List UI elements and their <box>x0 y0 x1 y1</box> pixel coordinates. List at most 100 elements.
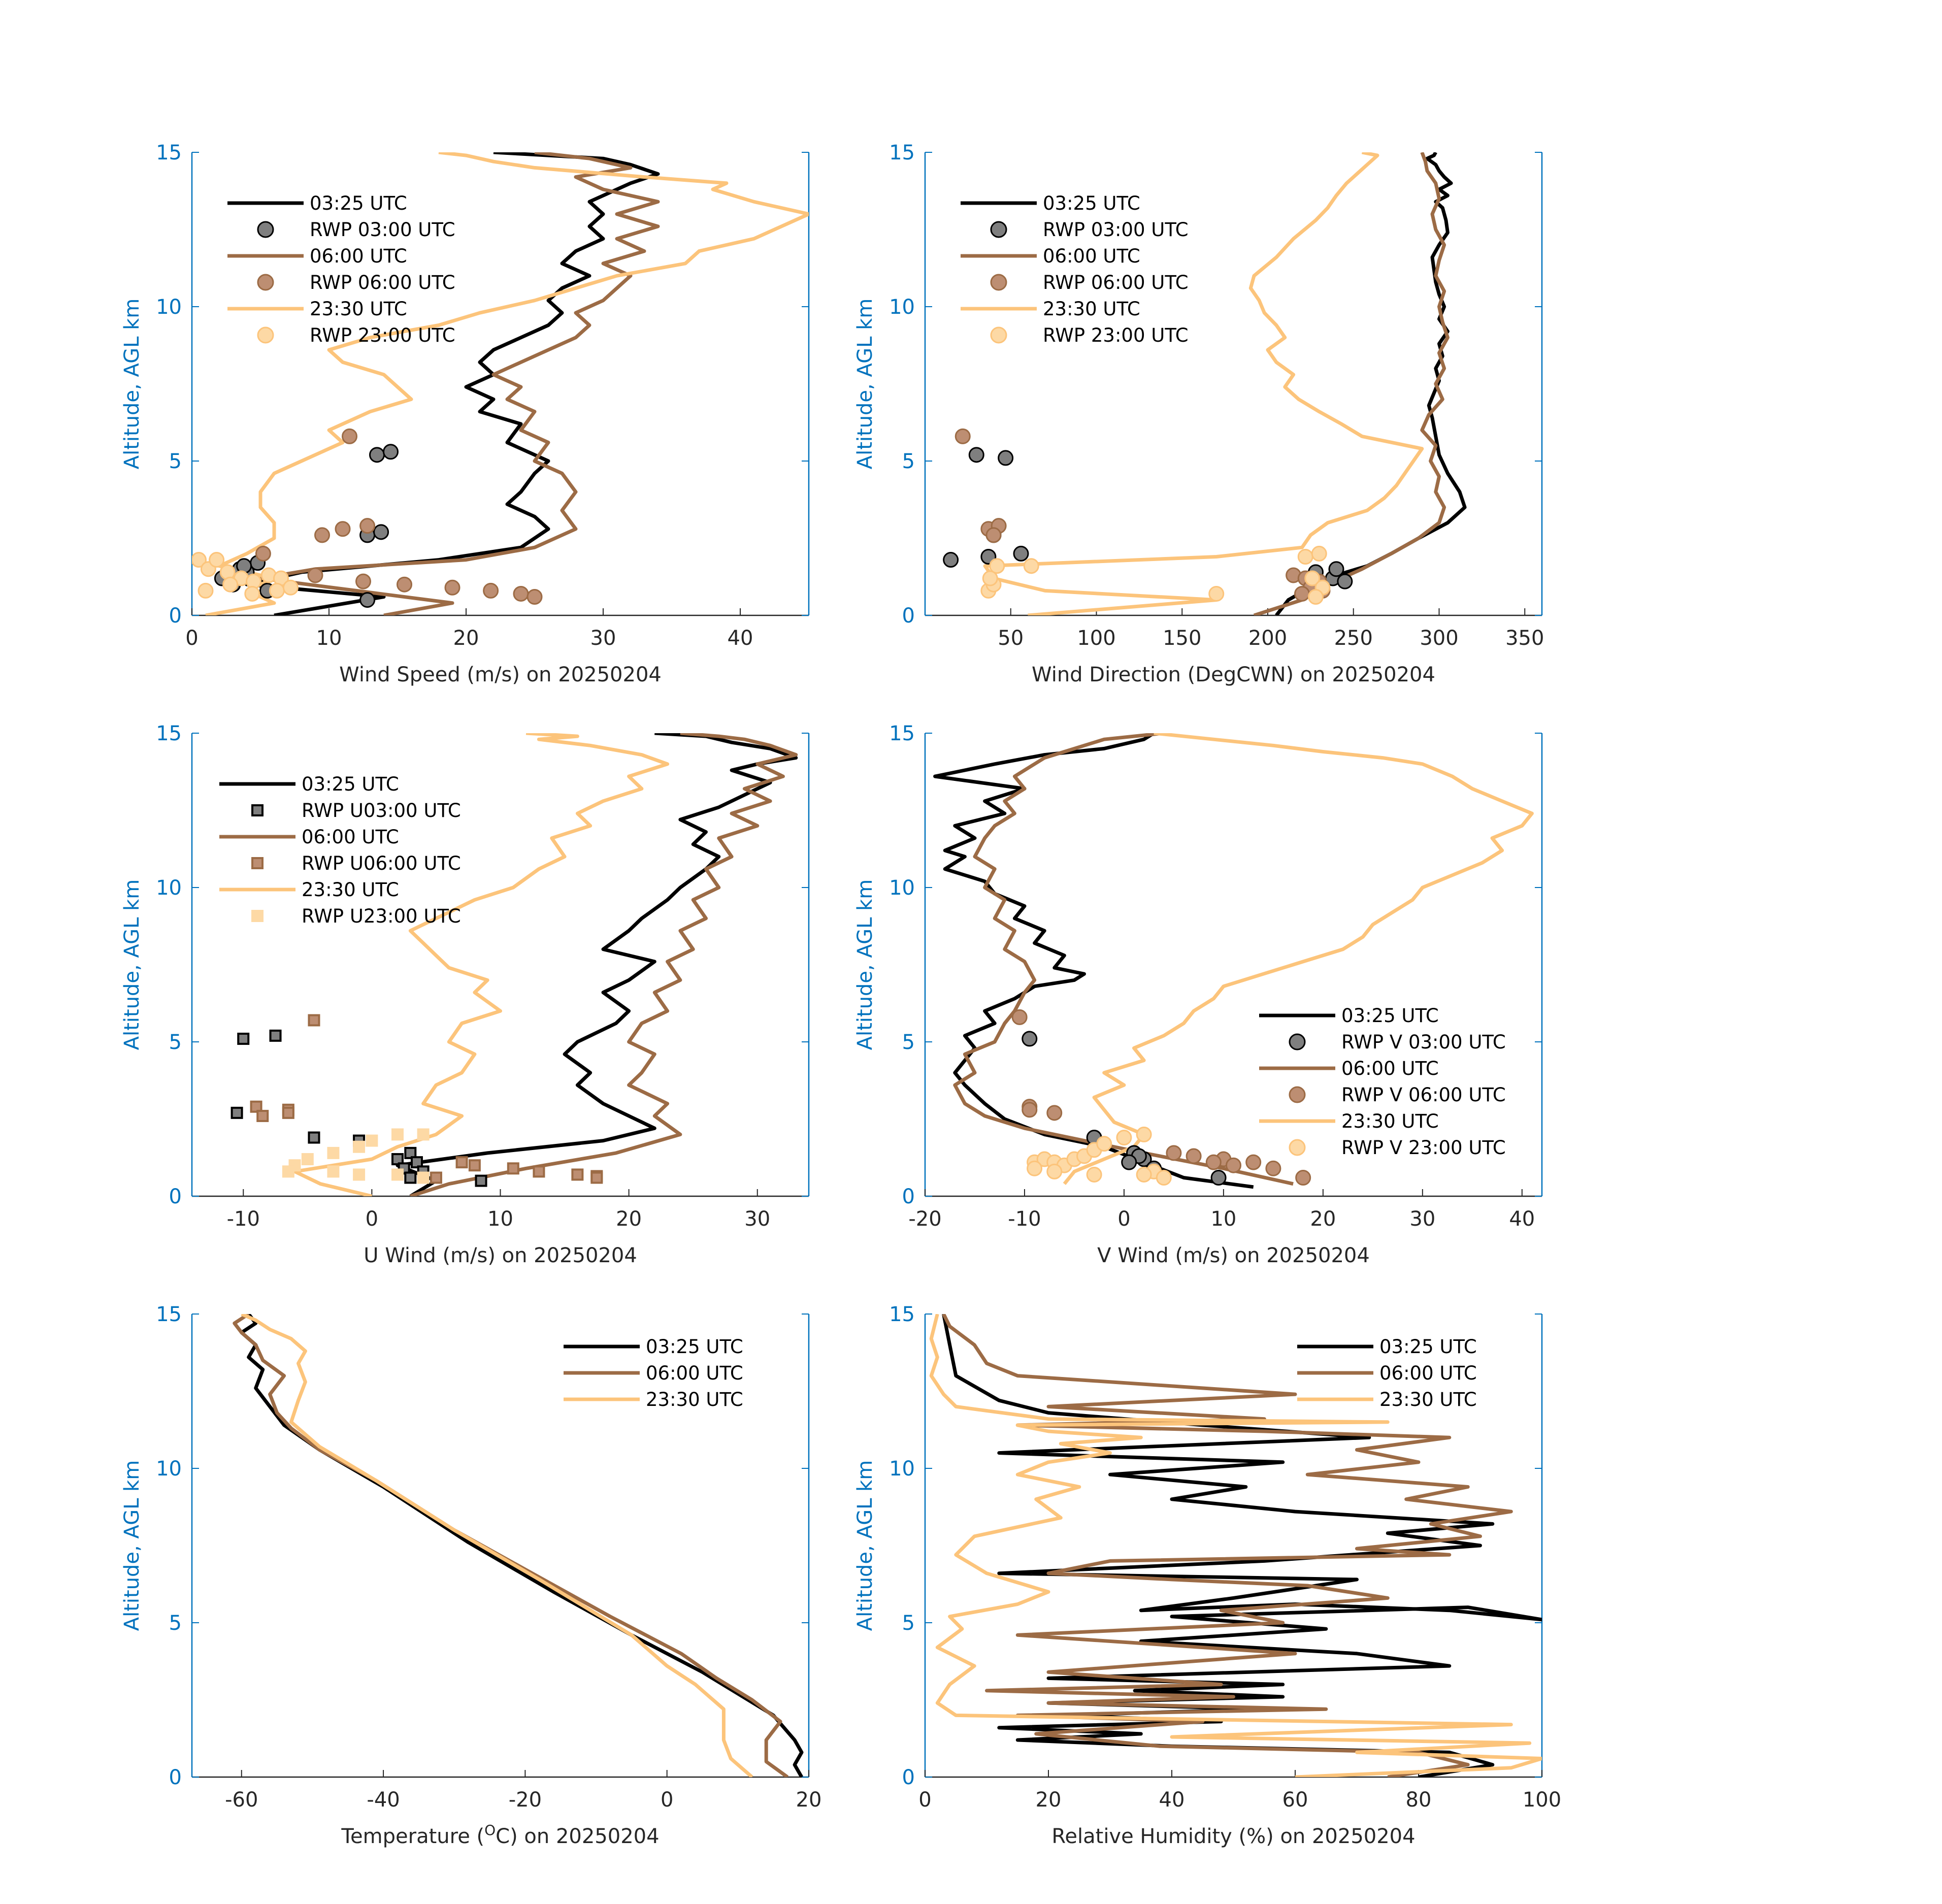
legend-label: RWP 03:00 UTC <box>310 219 455 241</box>
legend-marker <box>251 857 264 869</box>
x-tick-label: 40 <box>1509 1207 1535 1231</box>
series-line-06-00-utc <box>942 1314 1513 1777</box>
legend-label: 23:30 UTC <box>646 1389 743 1410</box>
marker-rwp-u03-00-utc <box>231 1106 243 1119</box>
y-tick-label: 0 <box>902 1766 915 1789</box>
marker-rwp-23-00-utc <box>1297 548 1313 565</box>
legend: 03:25 UTC RWP U03:00 UTC 06:00 UTC RWP U06:… <box>219 773 461 927</box>
series-line-23-30-utc <box>205 152 809 615</box>
y-tick-label: 5 <box>902 1612 915 1635</box>
marker-rwp-23-00-utc <box>282 579 299 596</box>
legend-label: RWP U23:00 UTC <box>302 905 461 927</box>
y-axis-label: Altitude, AGL km <box>120 879 144 1051</box>
legend-marker <box>257 221 274 238</box>
marker-rwp-06-00-utc <box>985 527 1002 543</box>
legend-marker <box>1289 1033 1306 1051</box>
panel-5: -60 -40 -20 0 20 0 5 10 15 Temperature (OC) on 20… <box>120 1303 821 1848</box>
x-tick-label: 200 <box>1248 627 1287 650</box>
x-tick-label: 0 <box>1117 1207 1130 1231</box>
x-tick-label: 100 <box>1077 627 1115 650</box>
marker-rwp-23-00-utc <box>222 576 239 593</box>
y-tick-label: 0 <box>169 1766 182 1789</box>
marker-rwp-u23-00-utc <box>353 1140 366 1153</box>
marker-rwp-23-00-utc <box>209 552 225 568</box>
y-tick-label: 10 <box>156 876 182 900</box>
x-tick-label: 10 <box>316 627 342 650</box>
marker-rwp-u23-00-utc <box>327 1146 340 1159</box>
legend-label: RWP U03:00 UTC <box>302 800 461 822</box>
legend-label: RWP V 06:00 UTC <box>1341 1084 1506 1106</box>
plot-area <box>933 733 1534 1189</box>
marker-rwp-u23-00-utc <box>366 1134 378 1147</box>
x-axis-label: Wind Direction (DegCWN) on 20250204 <box>1032 663 1435 686</box>
y-tick-label: 10 <box>889 296 915 319</box>
x-tick-label: -40 <box>367 1788 400 1812</box>
plot-area <box>929 1314 1542 1777</box>
legend-label: 03:25 UTC <box>646 1336 743 1358</box>
x-tick-label: 300 <box>1420 627 1458 650</box>
x-tick-label: -60 <box>225 1788 258 1812</box>
legend-marker <box>990 326 1007 344</box>
series-line-23-30-utc <box>983 152 1424 615</box>
marker-rwp-v-23-00-utc <box>1046 1163 1063 1179</box>
marker-rwp-u03-00-utc <box>269 1029 282 1042</box>
x-tick-label: 10 <box>487 1207 513 1231</box>
x-tick-label: 350 <box>1505 627 1544 650</box>
legend-marker <box>1289 1139 1306 1156</box>
plot-area <box>233 1314 804 1777</box>
marker-rwp-06-00-utc <box>314 527 330 543</box>
marker-rwp-u23-00-utc <box>417 1171 430 1184</box>
marker-rwp-23-00-utc <box>1208 585 1225 602</box>
x-tick-label: 0 <box>185 627 198 650</box>
marker-rwp-u06-00-utc <box>250 1100 262 1113</box>
marker-rwp-v-06-00-utc <box>1046 1105 1063 1121</box>
marker-rwp-06-00-utc <box>255 545 271 562</box>
legend-label: 03:25 UTC <box>1341 1005 1439 1027</box>
series-line-23-30-utc <box>929 1314 1542 1777</box>
series-line-23-30-utc <box>241 1314 753 1777</box>
panel-1: 0 10 20 30 40 0 5 10 15 Wind Speed (m/s) on 20250… <box>120 141 810 686</box>
panel-6: 0 20 40 60 80 100 0 5 10 15 Relative Humidity (%) … <box>853 1303 1561 1848</box>
y-tick-label: 10 <box>156 1457 182 1481</box>
marker-rwp-u03-00-utc <box>391 1153 404 1166</box>
legend-marker <box>257 326 274 344</box>
legend-label: RWP 03:00 UTC <box>1043 219 1189 241</box>
x-tick-label: 40 <box>1159 1788 1185 1812</box>
marker-rwp-v-23-00-utc <box>1136 1166 1152 1183</box>
marker-rwp-v-06-00-utc <box>1186 1148 1202 1164</box>
y-tick-label: 15 <box>156 141 182 165</box>
series-line-23-30-utc <box>293 733 670 1196</box>
y-tick-label: 0 <box>169 1185 182 1208</box>
marker-rwp-23-00-utc <box>198 582 214 599</box>
legend-marker <box>990 221 1007 238</box>
x-tick-label: -10 <box>227 1207 260 1231</box>
y-tick-label: 5 <box>169 1031 182 1054</box>
x-tick-label: -10 <box>1008 1207 1041 1231</box>
marker-rwp-u06-00-utc <box>507 1162 519 1175</box>
marker-rwp-u06-00-utc <box>282 1106 294 1119</box>
y-tick-label: 15 <box>156 1303 182 1326</box>
marker-rwp-v-23-00-utc <box>1156 1170 1172 1186</box>
legend-label: 03:25 UTC <box>302 773 399 795</box>
y-axis-label: Altitude, AGL km <box>120 299 144 470</box>
marker-rwp-u03-00-utc <box>404 1171 417 1184</box>
marker-rwp-u03-00-utc <box>308 1131 320 1144</box>
marker-rwp-23-00-utc <box>192 552 207 568</box>
series-line-06-00-utc <box>258 152 660 615</box>
marker-rwp-u06-00-utc <box>430 1171 442 1184</box>
x-tick-label: 0 <box>366 1207 378 1231</box>
x-tick-label: 0 <box>661 1788 673 1812</box>
x-tick-label: 100 <box>1523 1788 1561 1812</box>
x-tick-label: 60 <box>1282 1788 1308 1812</box>
legend-label: 06:00 UTC <box>1379 1362 1477 1384</box>
legend-marker <box>257 274 274 291</box>
series-line-06-00-utc <box>410 733 798 1196</box>
x-tick-label: 30 <box>744 1207 770 1231</box>
legend-label: 03:25 UTC <box>1043 192 1140 214</box>
marker-rwp-v-06-00-utc <box>1166 1145 1182 1161</box>
marker-rwp-u06-00-utc <box>256 1109 269 1122</box>
legend-label: RWP 06:00 UTC <box>310 272 455 293</box>
series-line-03-25-utc <box>933 733 1254 1189</box>
